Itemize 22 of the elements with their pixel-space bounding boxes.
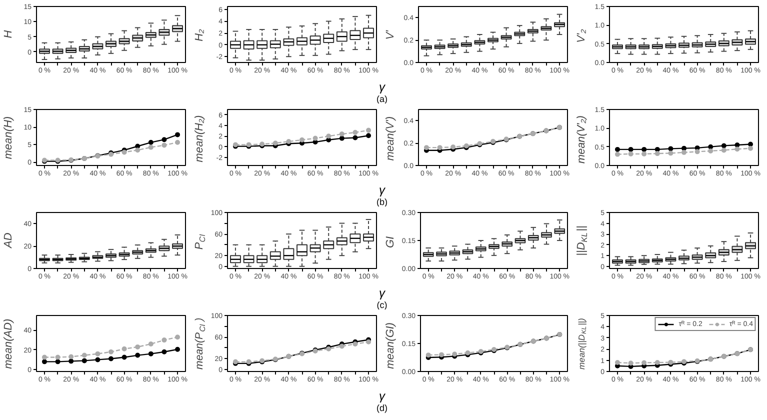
y-axis-title: mean(V')	[384, 116, 396, 161]
text: (b)	[376, 197, 388, 207]
x-axis-title: γ	[378, 183, 386, 197]
y-axis-title: H	[2, 30, 14, 38]
y-axis-title: V'₂	[576, 28, 588, 43]
y-axis-title: ||DKL||	[576, 225, 589, 256]
y-axis-title: mean(V'₂)	[576, 116, 588, 164]
x-axis-title: γ	[378, 389, 386, 403]
y-axis-title: PCI	[194, 233, 207, 250]
x-axis-title: γ	[378, 80, 386, 94]
y-axis-title: mean(H)	[2, 116, 14, 160]
y-axis-title: mean(H₂)	[194, 114, 206, 162]
y-axis-title: mean(AD)	[2, 318, 14, 369]
text: (a)	[376, 94, 388, 104]
y-axis-title: mean(GI)	[384, 322, 396, 369]
y-axis-title: H₂	[194, 28, 206, 42]
y-axis-title: GI	[384, 236, 396, 248]
x-axis-title: γ	[378, 286, 386, 300]
y-axis-title: AD	[2, 232, 14, 249]
text: (c)	[376, 300, 388, 310]
y-axis-title: V'	[384, 29, 396, 40]
text: (d)	[376, 403, 388, 413]
